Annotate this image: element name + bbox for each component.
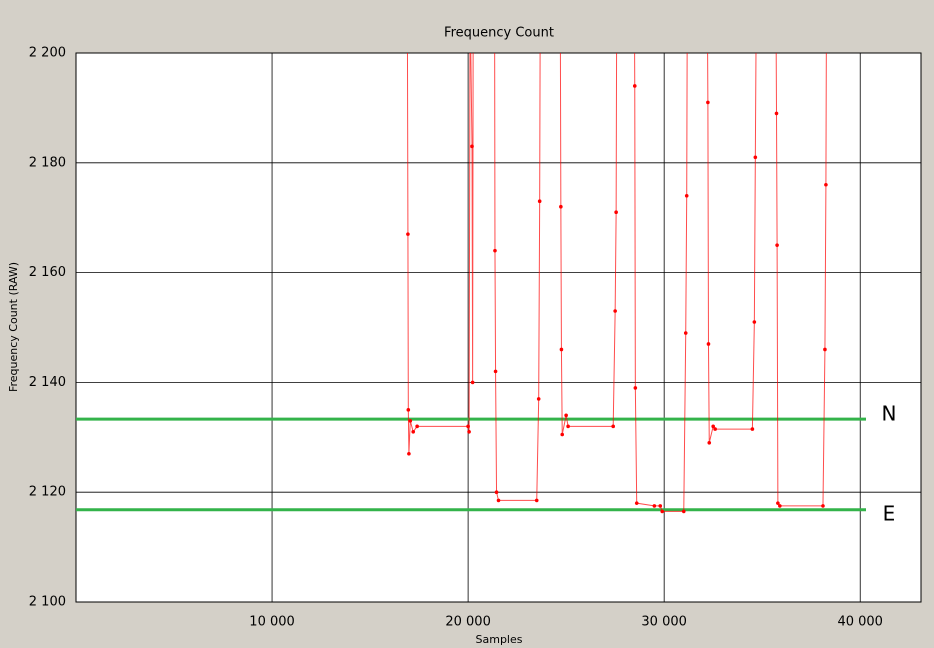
y-tick-label: 2 120 <box>29 485 66 500</box>
data-point <box>753 155 758 160</box>
data-point <box>494 490 499 495</box>
data-point <box>752 320 757 324</box>
data-point <box>614 210 618 215</box>
data-point <box>681 509 686 514</box>
data-point <box>559 204 563 209</box>
data-point <box>706 342 711 346</box>
data-point <box>411 430 416 434</box>
data-point <box>776 501 780 505</box>
y-tick-label: 2 140 <box>29 375 66 390</box>
y-tick-label: 2 160 <box>29 265 66 280</box>
data-point <box>566 424 570 429</box>
data-line <box>406 53 827 512</box>
data-point <box>406 408 411 412</box>
data-point <box>634 501 639 505</box>
data-point <box>821 504 825 508</box>
x-tick-label: 10 000 <box>249 615 295 630</box>
x-tick-label: 20 000 <box>445 615 491 630</box>
data-point <box>407 451 411 456</box>
data-point <box>706 100 710 105</box>
data-point <box>824 182 828 187</box>
data-point <box>611 424 615 429</box>
data-point <box>683 331 688 335</box>
y-tick-label: 2 200 <box>29 46 66 61</box>
data-point <box>658 504 663 508</box>
data-point <box>559 347 564 352</box>
data-point <box>774 111 779 116</box>
data-point <box>408 419 413 423</box>
data-point <box>775 243 779 247</box>
x-tick-label: 40 000 <box>837 615 883 630</box>
data-point <box>467 430 471 434</box>
x-tick-label: 30 000 <box>641 615 687 630</box>
data-point <box>470 144 474 149</box>
data-point <box>713 427 717 431</box>
y-tick-label: 2 100 <box>29 595 66 610</box>
data-point <box>537 199 542 204</box>
data-point <box>707 440 712 445</box>
data-point <box>560 432 565 437</box>
reference-label: E <box>883 501 896 525</box>
data-point <box>470 380 475 385</box>
data-point <box>466 424 470 429</box>
data-point <box>750 427 755 431</box>
data-point <box>652 504 657 508</box>
data-point <box>534 498 539 503</box>
data-point <box>536 397 541 401</box>
data-point <box>613 309 617 313</box>
data-point <box>406 232 410 236</box>
reference-label: N <box>882 402 897 426</box>
data-point <box>564 413 568 418</box>
data-point <box>711 424 715 429</box>
data-point <box>823 347 827 352</box>
data-point <box>632 84 637 88</box>
data-point <box>684 193 689 198</box>
data-point <box>660 509 665 514</box>
y-tick-label: 2 180 <box>29 155 66 170</box>
data-point <box>778 504 782 508</box>
chart-title: Frequency Count <box>444 26 554 41</box>
x-axis-title: Samples <box>476 633 523 646</box>
data-point <box>633 386 638 390</box>
data-point <box>493 369 498 374</box>
data-point <box>496 498 501 503</box>
plot-area <box>75 52 922 603</box>
y-axis-title: Frequency Count (RAW) <box>7 262 20 392</box>
plot-content <box>76 53 866 514</box>
data-point <box>415 424 419 429</box>
data-point <box>493 248 497 253</box>
